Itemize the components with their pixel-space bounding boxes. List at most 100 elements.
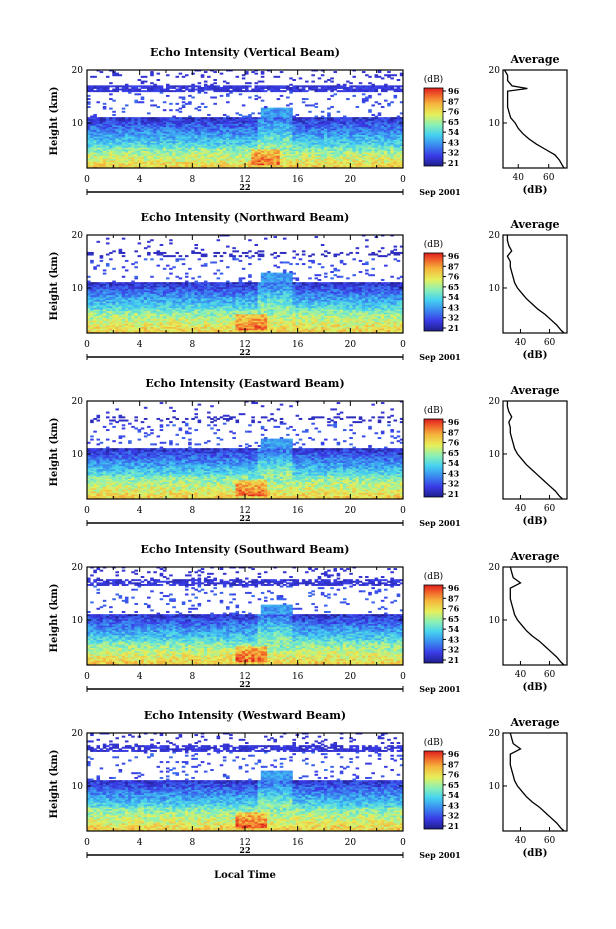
- heatmap-cell: [308, 144, 312, 147]
- heatmap-cell: [124, 156, 129, 159]
- heatmap-cell: [121, 266, 126, 269]
- heatmap-cell: [134, 134, 138, 137]
- heatmap-cell: [197, 142, 202, 145]
- heatmap-cell: [96, 86, 101, 89]
- heatmap-cell: [99, 255, 104, 258]
- heatmap-cell: [305, 121, 309, 124]
- heatmap-cell: [251, 125, 255, 128]
- heatmap-cell: [292, 79, 296, 81]
- heatmap-cell: [267, 136, 271, 139]
- heatmap-cell: [99, 136, 104, 139]
- heatmap-cell: [153, 147, 157, 150]
- heatmap-cell: [279, 139, 284, 142]
- heatmap-cell: [115, 163, 119, 166]
- heatmap-cell: [178, 139, 183, 142]
- heatmap-cell: [222, 128, 227, 131]
- heatmap-cell: [159, 153, 164, 156]
- heatmap-cell: [317, 148, 322, 151]
- heatmap-cell: [289, 142, 293, 145]
- heatmap-cell: [295, 139, 300, 142]
- heatmap-cell: [175, 161, 180, 164]
- heatmap-cell: [159, 133, 164, 136]
- heatmap-cell: [245, 85, 249, 88]
- heatmap-cell: [251, 131, 255, 134]
- heatmap-cell: [175, 85, 180, 88]
- heatmap-cell: [96, 282, 101, 285]
- heatmap-cell: [276, 118, 281, 121]
- heatmap-cell: [131, 131, 135, 134]
- heatmap-cell: [324, 131, 328, 134]
- heatmap-cell: [298, 125, 303, 128]
- heatmap-cell: [197, 129, 202, 132]
- heatmap-cell: [216, 90, 221, 93]
- heatmap-cell: [311, 144, 315, 147]
- heatmap-cell: [128, 147, 132, 150]
- heatmap-cell: [263, 140, 268, 143]
- heatmap-cell: [200, 142, 205, 145]
- heatmap-cell: [324, 86, 328, 89]
- heatmap-cell: [276, 117, 281, 120]
- heatmap-cell: [298, 147, 303, 150]
- panel-title: Echo Intensity (Vertical Beam): [150, 46, 340, 59]
- heatmap-cell: [134, 158, 138, 161]
- heatmap-cell: [96, 160, 101, 163]
- heatmap-cell: [286, 144, 290, 147]
- heatmap-cell: [298, 117, 303, 120]
- heatmap-cell: [254, 139, 259, 142]
- heatmap-cell: [317, 139, 322, 142]
- heatmap-cell: [257, 85, 262, 88]
- heatmap-cell: [295, 133, 300, 136]
- heatmap-cell: [112, 147, 116, 150]
- heatmap-cell: [118, 148, 123, 151]
- heatmap-cell: [137, 150, 142, 153]
- heatmap-cell: [140, 163, 145, 166]
- heatmap-cell: [295, 140, 300, 143]
- heatmap-cell: [292, 142, 296, 145]
- heatmap-cell: [380, 117, 385, 120]
- heatmap-cell: [118, 145, 123, 148]
- heatmap-cell: [248, 82, 252, 85]
- heatmap-cell: [191, 153, 195, 156]
- x-tick-label: 0: [84, 175, 90, 185]
- heatmap-cell: [238, 136, 243, 139]
- heatmap-cell: [166, 145, 170, 148]
- heatmap-cell: [245, 71, 249, 74]
- heatmap-cell: [191, 90, 195, 93]
- heatmap-cell: [213, 140, 217, 143]
- heatmap-cell: [267, 115, 271, 118]
- heatmap-cell: [99, 155, 104, 158]
- heatmap-cell: [105, 253, 110, 256]
- heatmap-cell: [292, 158, 296, 161]
- heatmap-cell: [134, 85, 138, 88]
- heatmap-cell: [191, 131, 195, 134]
- colorbar-tick-label: 54: [448, 127, 460, 137]
- heatmap-cell: [105, 137, 110, 140]
- heatmap-cell: [257, 112, 262, 115]
- heatmap-cell: [178, 152, 183, 155]
- heatmap-cell: [134, 90, 138, 93]
- heatmap-cell: [102, 137, 107, 140]
- heatmap-cell: [105, 155, 110, 158]
- heatmap-cell: [166, 150, 170, 153]
- heatmap-cell: [134, 139, 138, 142]
- heatmap-cell: [121, 86, 126, 89]
- heatmap-cell: [178, 85, 183, 88]
- heatmap-cell: [235, 144, 240, 147]
- heatmap-cell: [150, 275, 154, 278]
- heatmap-cell: [169, 86, 173, 89]
- heatmap-cell: [308, 117, 312, 120]
- heatmap-cell: [301, 144, 306, 147]
- heatmap-cell: [181, 125, 186, 128]
- heatmap-cell: [289, 113, 293, 116]
- heatmap-cell: [137, 125, 142, 128]
- heatmap-cell: [387, 117, 391, 120]
- heatmap-cell: [324, 148, 328, 151]
- heatmap-cell: [166, 144, 170, 147]
- heatmap-cell: [137, 120, 142, 123]
- heatmap-cell: [270, 110, 274, 113]
- heatmap-cell: [377, 102, 382, 105]
- heatmap-cell: [102, 140, 107, 143]
- heatmap-cell: [166, 160, 170, 163]
- heatmap-cell: [273, 145, 277, 148]
- heatmap-cell: [232, 137, 236, 140]
